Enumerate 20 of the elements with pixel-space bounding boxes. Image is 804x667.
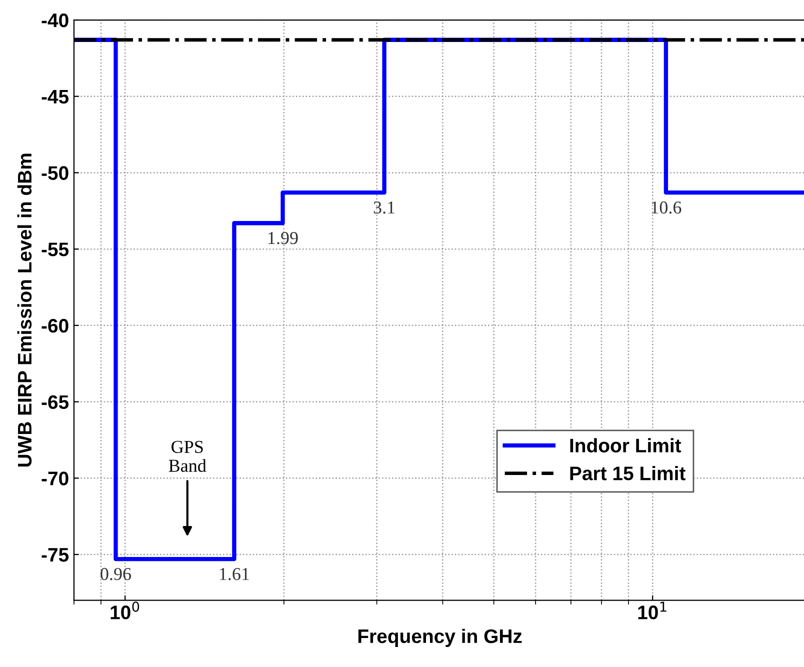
- annotation: 10.6: [652, 201, 682, 214]
- y-tick-label: -75: [42, 548, 69, 562]
- y-tick-label: -65: [42, 395, 69, 410]
- y-tick-label: -45: [42, 90, 69, 104]
- annotation: 1.61: [220, 568, 249, 580]
- x-tick-label: 10$^{0}$: [110, 602, 140, 620]
- x-axis-title: Frequency in GHz: [358, 628, 522, 647]
- legend-label: Part 15 Limit: [570, 466, 686, 480]
- legend-label: Indoor Limit: [570, 438, 682, 452]
- annotation: GPS Band: [168, 440, 206, 472]
- y-tick-label: -50: [42, 166, 68, 180]
- y-tick-label: -70: [42, 472, 68, 486]
- annotation: 3.1: [374, 201, 394, 214]
- y-tick-label: -55: [42, 242, 69, 256]
- y-tick-label: -60: [42, 318, 68, 333]
- y-axis-title: UWB EIRP Emission Level in dBm: [17, 154, 32, 467]
- annotation: 1.99: [268, 232, 298, 244]
- annotation: 0.96: [100, 568, 131, 580]
- y-tick-label: -40: [42, 13, 68, 28]
- x-tick-label: 10$^{1}$: [638, 602, 666, 620]
